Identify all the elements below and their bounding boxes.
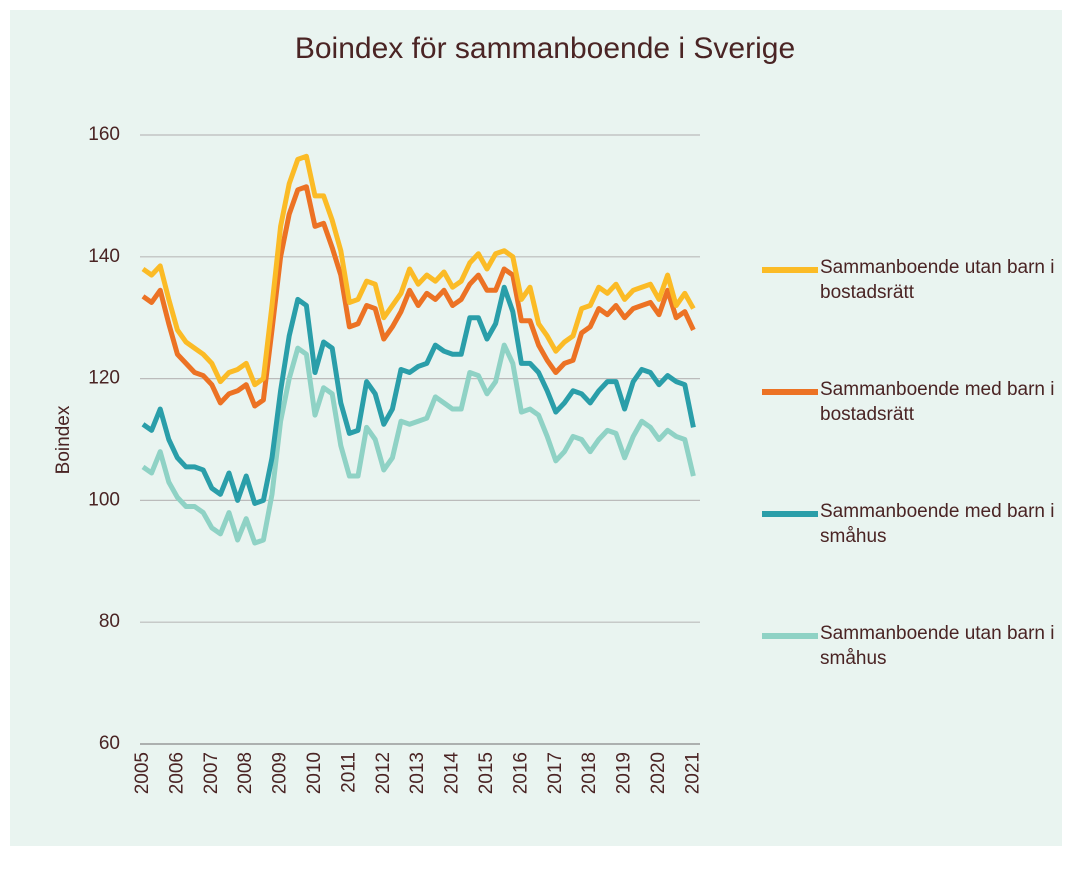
x-tick-label: 2007	[201, 752, 222, 794]
legend-item: Sammanboende utan barn i bostadsrätt	[762, 255, 1055, 315]
legend-item: Sammanboende utan barn i småhus	[762, 621, 1055, 681]
series-line	[141, 184, 696, 409]
x-tick-label: 2021	[682, 752, 703, 794]
series-line	[141, 342, 696, 546]
legend-label: Sammanboende utan barn i småhus	[820, 623, 1055, 669]
y-axis-label: Boindex	[53, 405, 74, 474]
x-tick-label: 2017	[545, 752, 566, 794]
x-tick-label: 2006	[166, 752, 187, 794]
legend-swatch	[762, 511, 818, 517]
x-tick-label: 2020	[648, 752, 669, 794]
x-tick-label: 2011	[338, 752, 359, 793]
x-tick-label: 2012	[373, 752, 394, 794]
x-tick-label: 2009	[270, 752, 291, 794]
legend-item: Sammanboende med barn i bostadsrätt	[762, 377, 1055, 437]
x-tick-label: 2015	[476, 752, 497, 794]
series-line	[141, 153, 696, 388]
x-tick-label: 2018	[579, 752, 600, 794]
legend-item: Sammanboende med barn i småhus	[762, 499, 1055, 559]
legend-swatch	[762, 267, 818, 273]
x-tick-label: 2016	[510, 752, 531, 794]
legend-swatch	[762, 389, 818, 395]
x-tick-label: 2013	[407, 752, 428, 794]
legend-swatch	[762, 633, 818, 639]
background	[10, 10, 1062, 846]
legend-label: Sammanboende med barn i bostadsrätt	[820, 379, 1055, 425]
legend-label: Sammanboende utan barn i bostadsrätt	[820, 257, 1055, 303]
x-tick-label: 2008	[235, 752, 256, 794]
y-tick-label: 80	[99, 611, 120, 632]
x-tick-label: 2014	[442, 752, 463, 795]
series-line	[141, 284, 696, 506]
chart-title: Boindex för sammanboende i Sverige	[295, 32, 795, 65]
x-tick-label: 2005	[132, 752, 153, 794]
y-tick-label: 100	[88, 489, 120, 510]
x-tick-label: 2019	[614, 752, 635, 794]
legend-label: Sammanboende med barn i småhus	[820, 501, 1055, 547]
y-tick-label: 160	[88, 124, 120, 145]
x-tick-label: 2010	[304, 752, 325, 794]
y-tick-label: 140	[88, 246, 120, 267]
y-tick-label: 120	[88, 368, 120, 389]
y-tick-label: 60	[99, 733, 120, 754]
